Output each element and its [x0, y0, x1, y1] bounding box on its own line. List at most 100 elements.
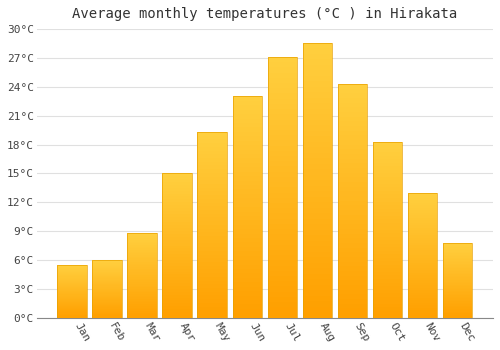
Bar	[372, 191, 402, 195]
Bar	[198, 229, 228, 232]
Bar	[372, 212, 402, 216]
Bar	[232, 154, 262, 159]
Bar	[338, 84, 368, 89]
Bar	[302, 43, 332, 318]
Bar	[162, 173, 192, 318]
Bar	[128, 250, 157, 252]
Bar	[162, 312, 192, 315]
Bar	[338, 107, 368, 112]
Bar	[408, 225, 438, 228]
Bar	[302, 186, 332, 191]
Bar	[442, 286, 472, 288]
Bar	[442, 249, 472, 250]
Bar	[302, 92, 332, 98]
Bar	[92, 260, 122, 261]
Bar	[198, 158, 228, 162]
Bar	[372, 149, 402, 152]
Bar	[232, 101, 262, 105]
Bar	[408, 235, 438, 238]
Bar	[162, 251, 192, 254]
Bar	[442, 250, 472, 252]
Bar	[302, 59, 332, 64]
Bar	[268, 292, 298, 297]
Bar	[92, 287, 122, 288]
Bar	[58, 290, 87, 291]
Bar	[198, 299, 228, 303]
Bar	[338, 304, 368, 308]
Bar	[162, 234, 192, 237]
Bar	[162, 214, 192, 217]
Bar	[268, 93, 298, 99]
Bar	[302, 285, 332, 290]
Bar	[58, 282, 87, 283]
Bar	[162, 237, 192, 240]
Bar	[198, 221, 228, 225]
Bar	[232, 119, 262, 123]
Bar	[198, 180, 228, 184]
Bar	[442, 267, 472, 268]
Bar	[198, 262, 228, 266]
Bar	[232, 313, 262, 318]
Bar	[408, 198, 438, 200]
Bar	[162, 225, 192, 228]
Bar	[128, 287, 157, 289]
Bar	[58, 307, 87, 308]
Bar	[232, 132, 262, 136]
Bar	[268, 208, 298, 214]
Bar	[372, 205, 402, 209]
Bar	[92, 276, 122, 277]
Bar	[372, 195, 402, 198]
Bar	[128, 264, 157, 265]
Bar	[338, 117, 368, 121]
Bar	[268, 182, 298, 187]
Bar	[232, 194, 262, 198]
Bar	[162, 228, 192, 231]
Bar	[268, 271, 298, 276]
Bar	[162, 292, 192, 295]
Bar	[338, 205, 368, 210]
Bar	[268, 193, 298, 198]
Bar	[198, 258, 228, 262]
Bar	[128, 309, 157, 311]
Bar	[198, 266, 228, 270]
Bar	[268, 146, 298, 151]
Bar	[92, 292, 122, 294]
Bar	[198, 284, 228, 288]
Bar	[338, 252, 368, 257]
Bar	[442, 285, 472, 286]
Bar	[92, 304, 122, 305]
Bar	[128, 237, 157, 238]
Bar	[92, 299, 122, 300]
Bar	[302, 241, 332, 246]
Bar	[92, 313, 122, 314]
Bar	[92, 283, 122, 284]
Bar	[232, 96, 262, 101]
Bar	[92, 266, 122, 267]
Bar	[58, 299, 87, 300]
Bar	[302, 235, 332, 241]
Bar	[128, 247, 157, 248]
Bar	[268, 260, 298, 266]
Bar	[162, 246, 192, 248]
Bar	[268, 109, 298, 114]
Bar	[232, 141, 262, 145]
Bar	[232, 269, 262, 273]
Bar	[58, 298, 87, 299]
Bar	[92, 291, 122, 292]
Bar	[268, 99, 298, 104]
Bar	[268, 130, 298, 135]
Bar	[338, 177, 368, 182]
Bar	[372, 300, 402, 304]
Bar	[162, 208, 192, 211]
Bar	[338, 149, 368, 154]
Bar	[408, 263, 438, 265]
Bar	[408, 315, 438, 318]
Bar	[232, 291, 262, 296]
Bar	[338, 224, 368, 229]
Bar	[302, 142, 332, 147]
Bar	[302, 136, 332, 142]
Bar	[442, 288, 472, 289]
Bar	[302, 43, 332, 48]
Bar	[58, 265, 87, 266]
Bar	[408, 300, 438, 303]
